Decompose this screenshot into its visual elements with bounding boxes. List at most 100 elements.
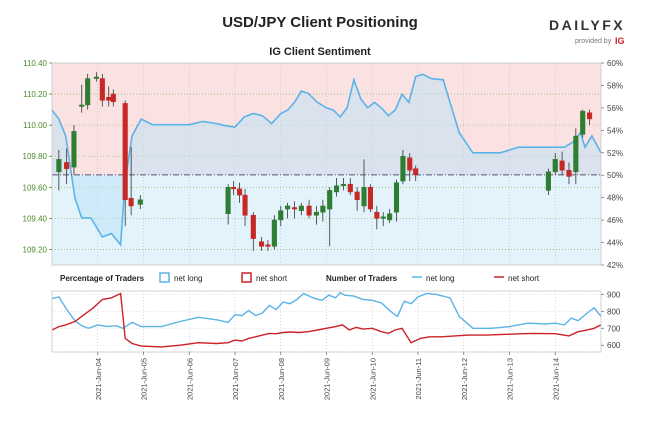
traders-net-long-line — [51, 291, 602, 330]
price-candle — [128, 197, 134, 207]
date-tick-label: 2021-Jun-08 — [277, 358, 286, 400]
net-long-line — [51, 73, 602, 247]
price-candle — [587, 112, 593, 120]
percent-tick-label: 56% — [607, 104, 623, 113]
price-candle — [413, 168, 419, 176]
price-candle — [258, 241, 265, 247]
net-long-zone — [52, 175, 601, 265]
provided-by-text: provided by — [575, 38, 612, 45]
date-tick-label: 2021-Jun-04 — [94, 358, 103, 400]
price-candle — [580, 110, 586, 135]
price-candle — [393, 182, 400, 213]
traders-panel: 600 700 800 900 2021-Jun-04 2021-Jun-05 2021-J… — [51, 290, 621, 400]
traders-tick-label: 700 — [607, 324, 621, 333]
date-tick-label: 2021-Jun-10 — [368, 358, 377, 400]
date-tick-label: 2021-Jun-14 — [551, 358, 560, 400]
price-candle — [327, 190, 333, 210]
price-candle — [354, 191, 360, 200]
price-tick-label: 109.20 — [23, 245, 48, 254]
price-candle — [380, 216, 386, 219]
legend-percentage-label: Percentage of Traders — [60, 274, 145, 283]
price-candle — [110, 93, 116, 103]
price-candle — [298, 205, 304, 211]
price-panel: 109.20 109.40 109.60 109.80 110.00 110.20 110.… — [23, 59, 623, 270]
price-candle — [237, 188, 243, 196]
price-candle — [265, 244, 271, 247]
price-candle — [56, 159, 62, 173]
ig-brand: IG — [615, 36, 625, 46]
price-candle — [347, 183, 353, 193]
price-candle — [573, 135, 579, 173]
price-tick-label: 110.00 — [23, 121, 47, 130]
price-candle — [320, 205, 326, 213]
percent-tick-label: 58% — [607, 81, 623, 90]
price-candle — [137, 199, 143, 205]
price-candle — [340, 183, 346, 187]
legend-number-label: Number of Traders — [326, 274, 398, 283]
price-tick-label: 109.60 — [23, 183, 48, 192]
price-candle — [367, 187, 373, 210]
price-panel-frame — [51, 62, 602, 266]
price-candle — [225, 187, 231, 214]
price-candle — [313, 211, 319, 216]
price-candle — [64, 162, 70, 169]
legend-net-long-label-2: net long — [426, 274, 454, 283]
price-candle — [400, 155, 406, 182]
price-candle — [71, 131, 77, 168]
price-candle — [545, 171, 551, 191]
price-tick-label: 109.80 — [23, 152, 48, 161]
price-candle — [79, 104, 85, 107]
price-tick-label: 109.40 — [23, 214, 48, 223]
traders-tick-label: 900 — [607, 290, 621, 299]
date-tick-label: 2021-Jun-05 — [140, 358, 149, 400]
date-tick-label: 2021-Jun-11 — [414, 358, 423, 400]
percent-tick-label: 44% — [607, 239, 623, 248]
legend-net-short-label: net short — [256, 274, 288, 283]
price-candle — [559, 160, 565, 171]
price-candle — [552, 159, 558, 173]
price-candle — [242, 194, 248, 216]
price-candle — [334, 185, 340, 193]
price-candle — [278, 210, 284, 221]
price-candle — [122, 103, 128, 200]
traders-tick-label: 600 — [607, 341, 621, 350]
price-tick-label: 110.40 — [23, 59, 47, 68]
price-candle — [407, 157, 413, 171]
date-tick-label: 2021-Jun-12 — [460, 358, 469, 400]
price-candle — [85, 78, 91, 106]
legend-net-short-label-2: net short — [508, 274, 540, 283]
legend-net-long-label: net long — [174, 274, 202, 283]
price-candle — [99, 78, 105, 101]
price-candle — [374, 211, 380, 219]
percent-tick-label: 50% — [607, 171, 623, 180]
percent-tick-label: 54% — [607, 126, 623, 135]
price-candle — [291, 207, 298, 210]
dailyfx-logo: DAILYFX — [549, 17, 625, 33]
date-tick-label: 2021-Jun-09 — [323, 358, 332, 400]
chart-title: USD/JPY Client Positioning — [222, 14, 418, 31]
traders-net-short-line — [51, 292, 602, 348]
price-candle — [231, 187, 237, 190]
price-candle — [106, 96, 112, 101]
percent-tick-label: 46% — [607, 216, 623, 225]
price-candle — [285, 205, 291, 210]
percent-tick-label: 48% — [607, 194, 623, 203]
percent-tick-label: 60% — [607, 59, 623, 68]
traders-tick-label: 800 — [607, 307, 621, 316]
price-candle — [361, 187, 367, 207]
price-candle — [566, 169, 572, 177]
price-candle — [93, 76, 99, 79]
date-tick-label: 2021-Jun-06 — [185, 358, 194, 400]
date-tick-label: 2021-Jun-13 — [506, 358, 515, 400]
percent-tick-label: 42% — [607, 261, 623, 270]
date-tick-label: 2021-Jun-07 — [231, 358, 240, 400]
price-tick-label: 110.20 — [23, 90, 47, 99]
chart-subtitle: IG Client Sentiment — [269, 46, 371, 58]
percent-tick-label: 52% — [607, 149, 623, 158]
price-candle — [306, 205, 312, 216]
price-candle — [250, 215, 256, 239]
legend-net-short-swatch — [241, 272, 252, 283]
price-candle — [271, 219, 277, 247]
